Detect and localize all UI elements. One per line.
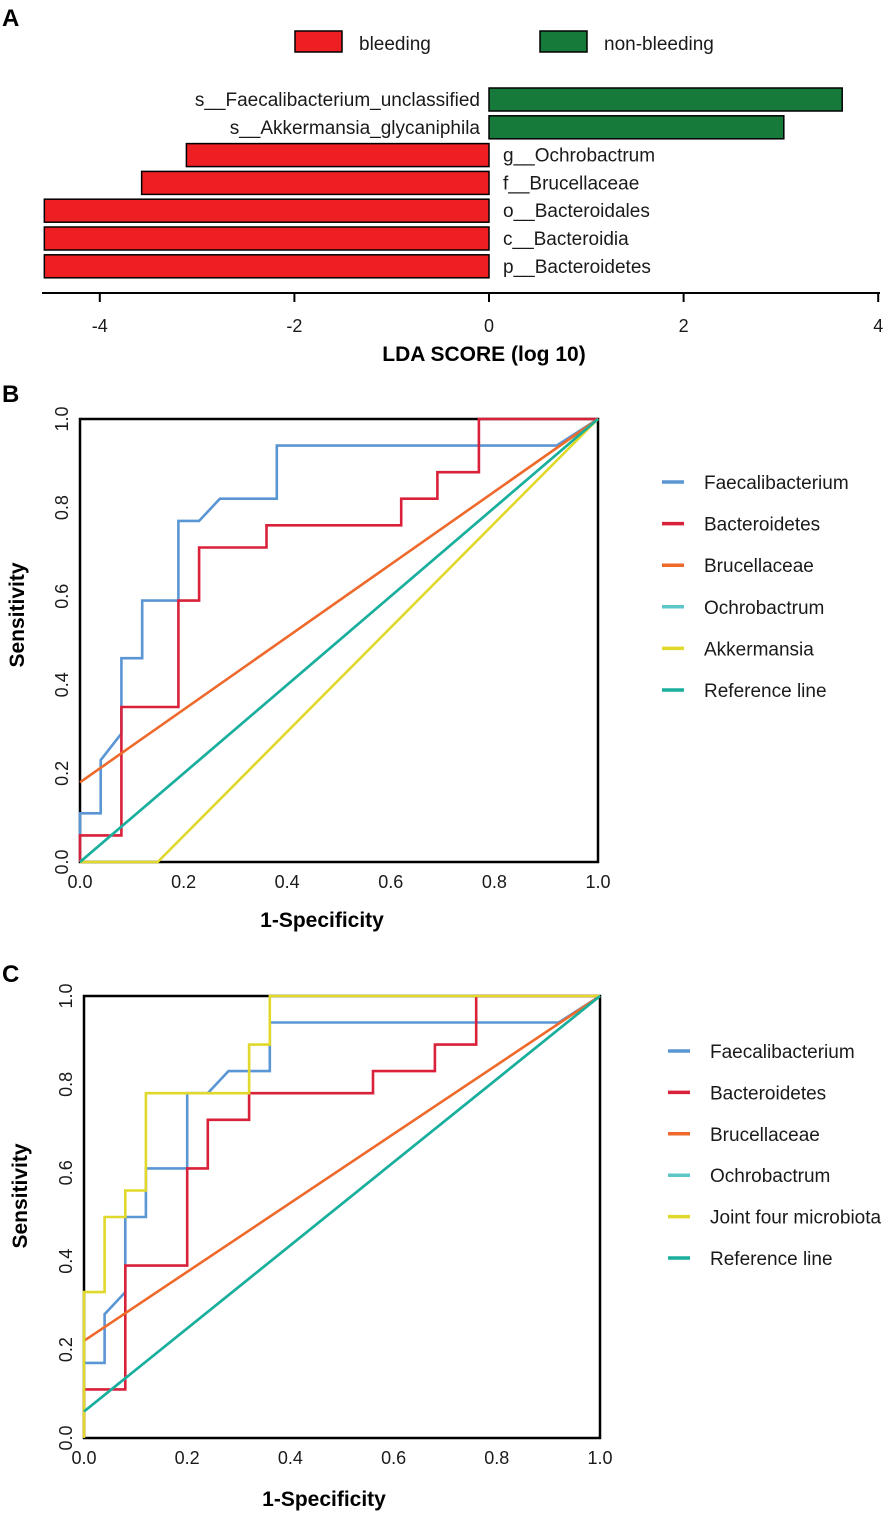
x-axis-title-c: 1-Specificity [262,1488,386,1511]
x-axis-title-a: LDA SCORE (log 10) [382,343,585,366]
roc-curve-bacteroidetes [82,994,600,1438]
y-tick-label: 1.0 [56,983,76,1008]
x-tick-label: 0.2 [175,1448,200,1468]
x-tick-label: 0.0 [71,1448,96,1468]
lda-bar-p-bacteroidetes [43,254,490,279]
x-tick-label: 2 [679,316,689,336]
x-tick-label: -2 [286,316,302,336]
roc-curve-brucellaceae [79,417,599,784]
legend-label-bleeding: bleeding [359,34,431,55]
x-tick-label: 1.0 [585,872,610,892]
y-tick-label: 0.6 [52,584,72,609]
legend-label-bacteroidetes: Bacteroidetes [710,1083,826,1104]
y-tick-label: 0.2 [52,761,72,786]
y-tick-label: 0.0 [52,849,72,874]
roc-curve-joint-four-microbiota [82,994,600,1438]
x-tick-label: 0.8 [482,872,507,892]
legend-swatch-non-bleeding [539,30,588,53]
x-tick-label: 0.4 [278,1448,303,1468]
y-axis-title-c: Sensitivity [9,1143,32,1248]
legend-label-reference-line: Reference line [710,1249,833,1270]
lda-bar-label: o__Bacteroidales [503,201,650,222]
lda-bar-label: s__Akkermansia_glycaniphila [230,118,481,139]
panel-a-lda-chart: A bleeding non-bleeding s__Faecalibacter… [2,5,883,366]
legend-b: Faecalibacterium Bacteroidetes Brucellacea… [662,473,849,702]
legend-label-reference-line: Reference line [704,681,827,702]
lda-bar-label: f__Brucellaceae [503,173,639,194]
x-tick-label: 0.4 [275,872,300,892]
roc-curve-bacteroidetes [78,417,598,862]
x-tick-label: 0.2 [171,872,196,892]
panel-b-roc-chart: B 0.0 0.2 0.4 0.6 0.8 1.0 0.00.20.40.60.81.0 … [2,381,849,932]
legend-label-brucellaceae: Brucellaceae [704,556,814,577]
x-tick-label: 4 [873,316,883,336]
lda-bars [43,87,843,279]
x-tick-label: -4 [92,316,108,336]
roc-curve-faecalibacterium [78,417,599,862]
y-tick-label: 0.8 [52,495,72,520]
lda-bar-f-brucellaceae [140,170,490,196]
x-tick-label: 0.8 [484,1448,509,1468]
y-axis-title-b: Sensitivity [6,562,29,667]
legend-label-brucellaceae: Brucellaceae [710,1125,820,1146]
legend-label-ochrobactrum: Ochrobactrum [710,1166,830,1187]
x-tick-label: 0.0 [67,872,92,892]
roc-curve-reference-line [79,418,599,863]
legend-label-ochrobactrum: Ochrobactrum [704,598,824,619]
y-tick-label: 0.2 [56,1337,76,1362]
x-ticks-b: 0.0 0.2 0.4 0.6 0.8 1.0 [67,872,610,892]
y-tick-label: 0.6 [56,1160,76,1185]
x-tick-label: 0.6 [381,1448,406,1468]
x-ticks-a: -4 -2 0 2 4 [92,293,883,336]
x-tick-label: 0 [484,316,494,336]
y-tick-label: 0.0 [56,1425,76,1450]
lda-bar-c-bacteroidia [43,226,490,251]
lda-bar-s-faecalibacterium-unclassified [488,87,843,112]
y-ticks-c: 0.0 0.2 0.4 0.6 0.8 1.0 [56,983,76,1450]
roc-curve-brucellaceae [83,994,601,1342]
plot-frame-c [82,994,602,1440]
lda-bar-label: g__Ochrobactrum [503,146,655,167]
roc-curves-c [82,994,601,1438]
lda-bar-g-ochrobactrum [185,142,490,168]
plot-frame-b [78,417,600,864]
panel-c-roc-chart: C 0.0 0.2 0.4 0.6 0.8 1.0 0.00.20.40.60.81.0 … [2,961,882,1511]
legend-label-non-bleeding: non-bleeding [604,34,714,55]
lda-bar-o-bacteroidales [43,198,490,223]
roc-curve-faecalibacterium [82,994,601,1438]
y-tick-label: 1.0 [52,406,72,431]
panel-label-a: A [2,5,19,32]
legend-label-bacteroidetes: Bacteroidetes [704,515,820,536]
x-axis-title-b: 1-Specificity [260,909,384,932]
lda-bar-label: s__Faecalibacterium_unclassified [195,90,480,111]
x-ticks-c: 0.0 0.2 0.4 0.6 0.8 1.0 [71,1448,612,1468]
legend-label-joint-four-microbiota: Joint four microbiota [710,1208,882,1229]
lda-bar-label: p__Bacteroidetes [503,257,651,278]
y-tick-label: 0.8 [56,1072,76,1097]
legend-swatch-bleeding [294,30,343,53]
roc-curve-akkermansia [80,418,599,864]
lda-bar-s-akkermansia-glycaniphila [488,115,785,140]
x-tick-label: 1.0 [587,1448,612,1468]
roc-curves-b [78,417,599,864]
legend-a: bleeding non-bleeding [294,30,714,55]
panel-label-b: B [2,381,19,408]
legend-label-faecalibacterium: Faecalibacterium [704,473,849,494]
legend-label-faecalibacterium: Faecalibacterium [710,1042,855,1063]
x-tick-label: 0.6 [378,872,403,892]
lda-bar-labels: s__Faecalibacterium_unclassified s__Akker… [195,90,655,278]
legend-c: Faecalibacterium Bacteroidetes Brucellacea… [668,1042,882,1270]
y-tick-label: 0.4 [52,672,72,697]
panel-label-c: C [2,961,19,988]
legend-label-akkermansia: Akkermansia [704,639,814,660]
y-ticks-b: 0.0 0.2 0.4 0.6 0.8 1.0 [52,406,72,874]
lda-bar-label: c__Bacteroidia [503,229,629,250]
roc-curve-reference-line [83,994,601,1413]
y-tick-label: 0.4 [56,1249,76,1274]
